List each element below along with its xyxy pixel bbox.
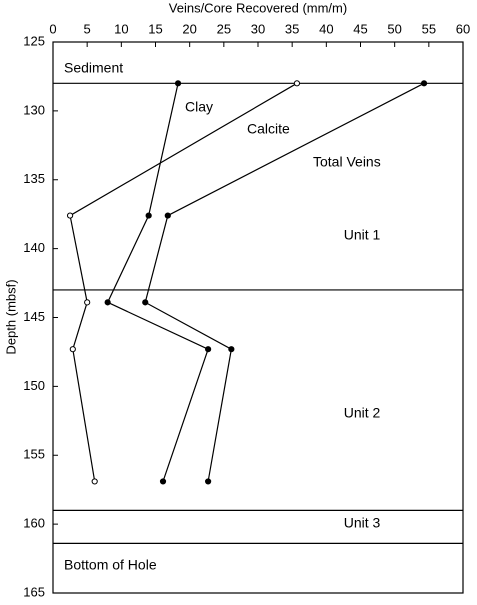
- point: [420, 80, 428, 87]
- y-tick-label: 140: [23, 240, 45, 255]
- annotation: Unit 3: [344, 515, 381, 531]
- x-tick-label: 5: [84, 21, 91, 36]
- series-label: Clay: [185, 99, 213, 115]
- x-tick-label: 25: [217, 21, 231, 36]
- point: [69, 346, 76, 353]
- annotation: Sediment: [64, 60, 123, 76]
- y-tick-label: 135: [23, 171, 45, 186]
- point: [164, 212, 171, 219]
- y-tick-label: 130: [23, 102, 45, 117]
- x-tick-label: 40: [319, 21, 333, 36]
- annotation: Unit 2: [344, 405, 381, 421]
- point: [174, 80, 182, 87]
- point: [91, 478, 98, 485]
- annotation: Unit 1: [344, 227, 381, 243]
- point: [205, 478, 212, 485]
- x-tick-label: 30: [251, 21, 265, 36]
- x-tick-label: 0: [49, 21, 56, 36]
- x-tick-label: 50: [387, 21, 401, 36]
- point: [293, 80, 301, 87]
- point: [104, 299, 111, 306]
- y-tick-label: 160: [23, 516, 45, 531]
- point: [66, 212, 74, 219]
- y-tick-label: 155: [23, 447, 45, 462]
- series-line: [106, 83, 209, 482]
- x-tick-label: 60: [456, 21, 470, 36]
- point: [205, 346, 212, 353]
- x-tick-label: 55: [422, 21, 436, 36]
- y-axis-label: Depth (mbsf): [3, 279, 18, 354]
- point: [145, 212, 152, 219]
- x-tick-label: 45: [353, 21, 367, 36]
- point: [142, 299, 149, 306]
- series-line: [144, 82, 425, 482]
- annotation: Bottom of Hole: [64, 557, 157, 573]
- y-tick-label: 150: [23, 378, 45, 393]
- y-tick-label: 145: [23, 309, 45, 324]
- series-label: Total Veins: [313, 154, 381, 170]
- x-axis-label: Veins/Core Recovered (mm/m): [169, 0, 347, 15]
- x-tick-label: 10: [114, 21, 128, 36]
- point: [228, 346, 235, 353]
- x-tick-label: 20: [182, 21, 196, 36]
- point: [84, 299, 91, 306]
- y-tick-label: 125: [23, 33, 45, 48]
- y-tick-label: 165: [23, 584, 45, 599]
- series-label: Calcite: [247, 121, 290, 137]
- x-tick-label: 15: [148, 21, 162, 36]
- x-tick-label: 35: [285, 21, 299, 36]
- point: [159, 478, 167, 485]
